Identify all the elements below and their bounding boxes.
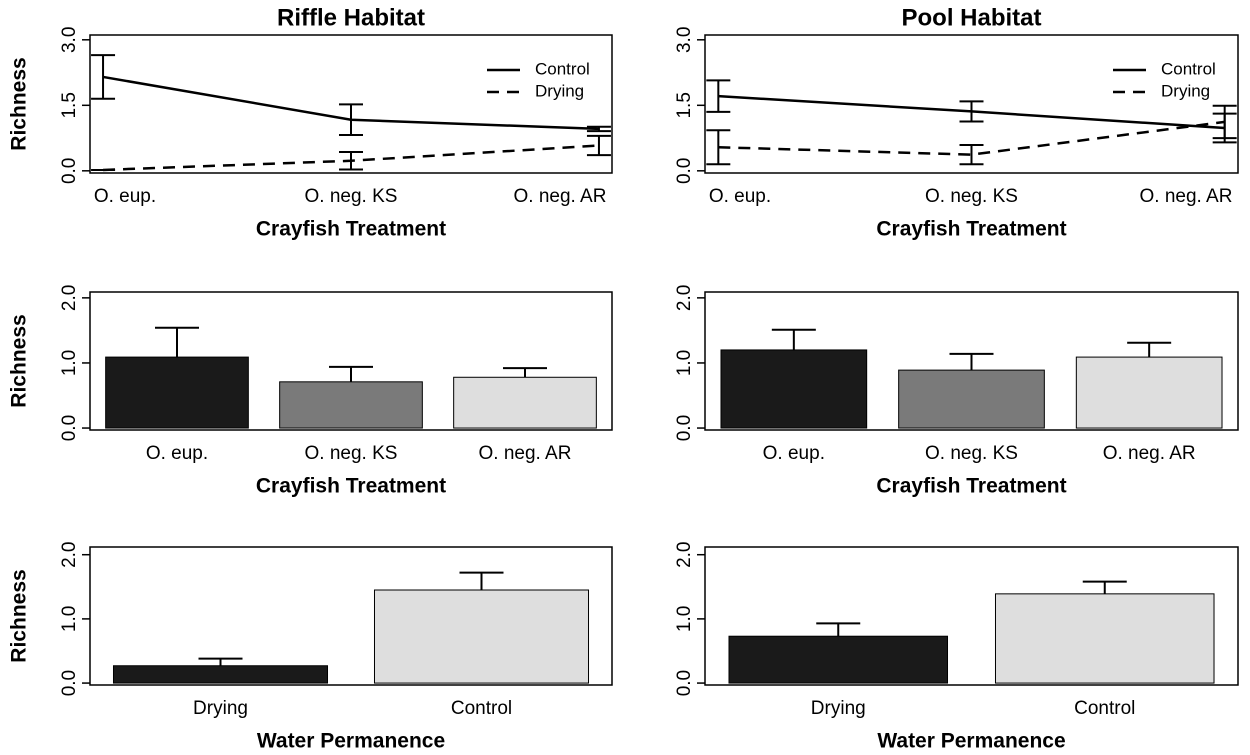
- y-tick-label: 0.0: [59, 158, 80, 184]
- y-axis-label: Richness: [8, 569, 31, 662]
- bar: [105, 356, 249, 429]
- x-tick-label: Drying: [811, 698, 866, 719]
- x-axis-label: Crayfish Treatment: [256, 475, 446, 498]
- bar: [728, 635, 949, 684]
- y-tick-label: 1.0: [59, 606, 80, 632]
- y-tick-label: 1.5: [674, 92, 695, 118]
- x-axis-label: Crayfish Treatment: [256, 218, 446, 241]
- y-tick-label: 2.0: [59, 285, 80, 311]
- error-bar: [816, 622, 861, 637]
- x-axis-label: Water Permanence: [257, 730, 445, 753]
- y-tick-label: 0.0: [674, 158, 695, 184]
- series-line: [718, 120, 1225, 156]
- legend-label: Drying: [1161, 81, 1210, 100]
- error-bar: [91, 54, 116, 100]
- legend-label: Drying: [535, 81, 584, 100]
- plot-box: [89, 34, 613, 174]
- panel-title: Riffle Habitat: [277, 4, 425, 31]
- y-axis-label: Richness: [8, 57, 31, 150]
- x-tick-label: O. neg. KS: [305, 443, 398, 464]
- plot-box: [89, 546, 613, 686]
- error-bar: [706, 79, 731, 113]
- error-bar: [706, 129, 731, 166]
- error-bar: [1212, 104, 1237, 140]
- error-bar: [586, 125, 611, 133]
- y-tick-label: 3.0: [674, 27, 695, 53]
- bar: [994, 593, 1215, 684]
- x-tick-label: O. neg. AR: [1140, 186, 1233, 207]
- x-tick-label: O. neg. KS: [925, 186, 1018, 207]
- x-axis-label: Crayfish Treatment: [876, 475, 1066, 498]
- y-axis-label: Richness: [8, 314, 31, 407]
- bar: [1075, 356, 1223, 429]
- plot-box: [89, 291, 613, 431]
- x-tick-label: O. neg. KS: [305, 186, 398, 207]
- error-bar: [1082, 580, 1127, 594]
- error-bar: [586, 134, 611, 157]
- error-bar: [339, 151, 363, 171]
- error-bar: [959, 100, 984, 123]
- y-tick-label: 0.0: [674, 670, 695, 696]
- x-tick-label: O. neg. KS: [925, 443, 1018, 464]
- x-tick-label: O. eup.: [763, 443, 825, 464]
- y-tick-label: 2.0: [59, 541, 80, 567]
- bar: [373, 589, 590, 684]
- error-bar: [329, 365, 373, 382]
- plot-box: [704, 291, 1239, 431]
- x-tick-label: Control: [451, 698, 512, 719]
- x-tick-label: Control: [1074, 698, 1135, 719]
- y-tick-label: 0.0: [59, 415, 80, 441]
- error-bar: [949, 352, 994, 371]
- error-bar: [1127, 341, 1172, 358]
- y-tick-label: 1.0: [674, 606, 695, 632]
- y-tick-label: 2.0: [674, 541, 695, 567]
- error-bar: [959, 144, 984, 166]
- y-tick-label: 1.5: [59, 92, 80, 118]
- x-tick-label: O. eup.: [94, 186, 156, 207]
- y-tick-label: 3.0: [59, 27, 80, 53]
- bar: [453, 376, 597, 429]
- x-tick-label: O. neg. AR: [479, 443, 572, 464]
- x-tick-label: O. eup.: [709, 186, 771, 207]
- x-axis-label: Crayfish Treatment: [876, 218, 1066, 241]
- error-bar: [155, 326, 199, 358]
- legend-label: Control: [535, 59, 590, 78]
- y-tick-label: 0.0: [59, 670, 80, 696]
- x-tick-label: O. eup.: [146, 443, 208, 464]
- y-tick-label: 2.0: [674, 285, 695, 311]
- error-bar: [503, 367, 547, 378]
- x-tick-label: Drying: [193, 698, 248, 719]
- bar: [112, 665, 329, 684]
- bar: [898, 369, 1045, 429]
- y-tick-label: 1.0: [674, 350, 695, 376]
- x-axis-label: Water Permanence: [877, 730, 1065, 753]
- error-bar: [771, 328, 816, 350]
- plot-box: [704, 546, 1239, 686]
- x-tick-label: O. neg. AR: [1103, 443, 1196, 464]
- legend-label: Control: [1161, 59, 1216, 78]
- bar: [279, 381, 423, 429]
- plot-box: [704, 34, 1239, 174]
- error-bar: [198, 657, 243, 666]
- y-tick-label: 0.0: [674, 415, 695, 441]
- x-tick-label: O. neg. AR: [514, 186, 607, 207]
- y-tick-label: 1.0: [59, 350, 80, 376]
- error-bar: [459, 571, 504, 591]
- error-bar: [339, 103, 363, 137]
- panel-title: Pool Habitat: [901, 4, 1041, 31]
- bar: [720, 349, 868, 429]
